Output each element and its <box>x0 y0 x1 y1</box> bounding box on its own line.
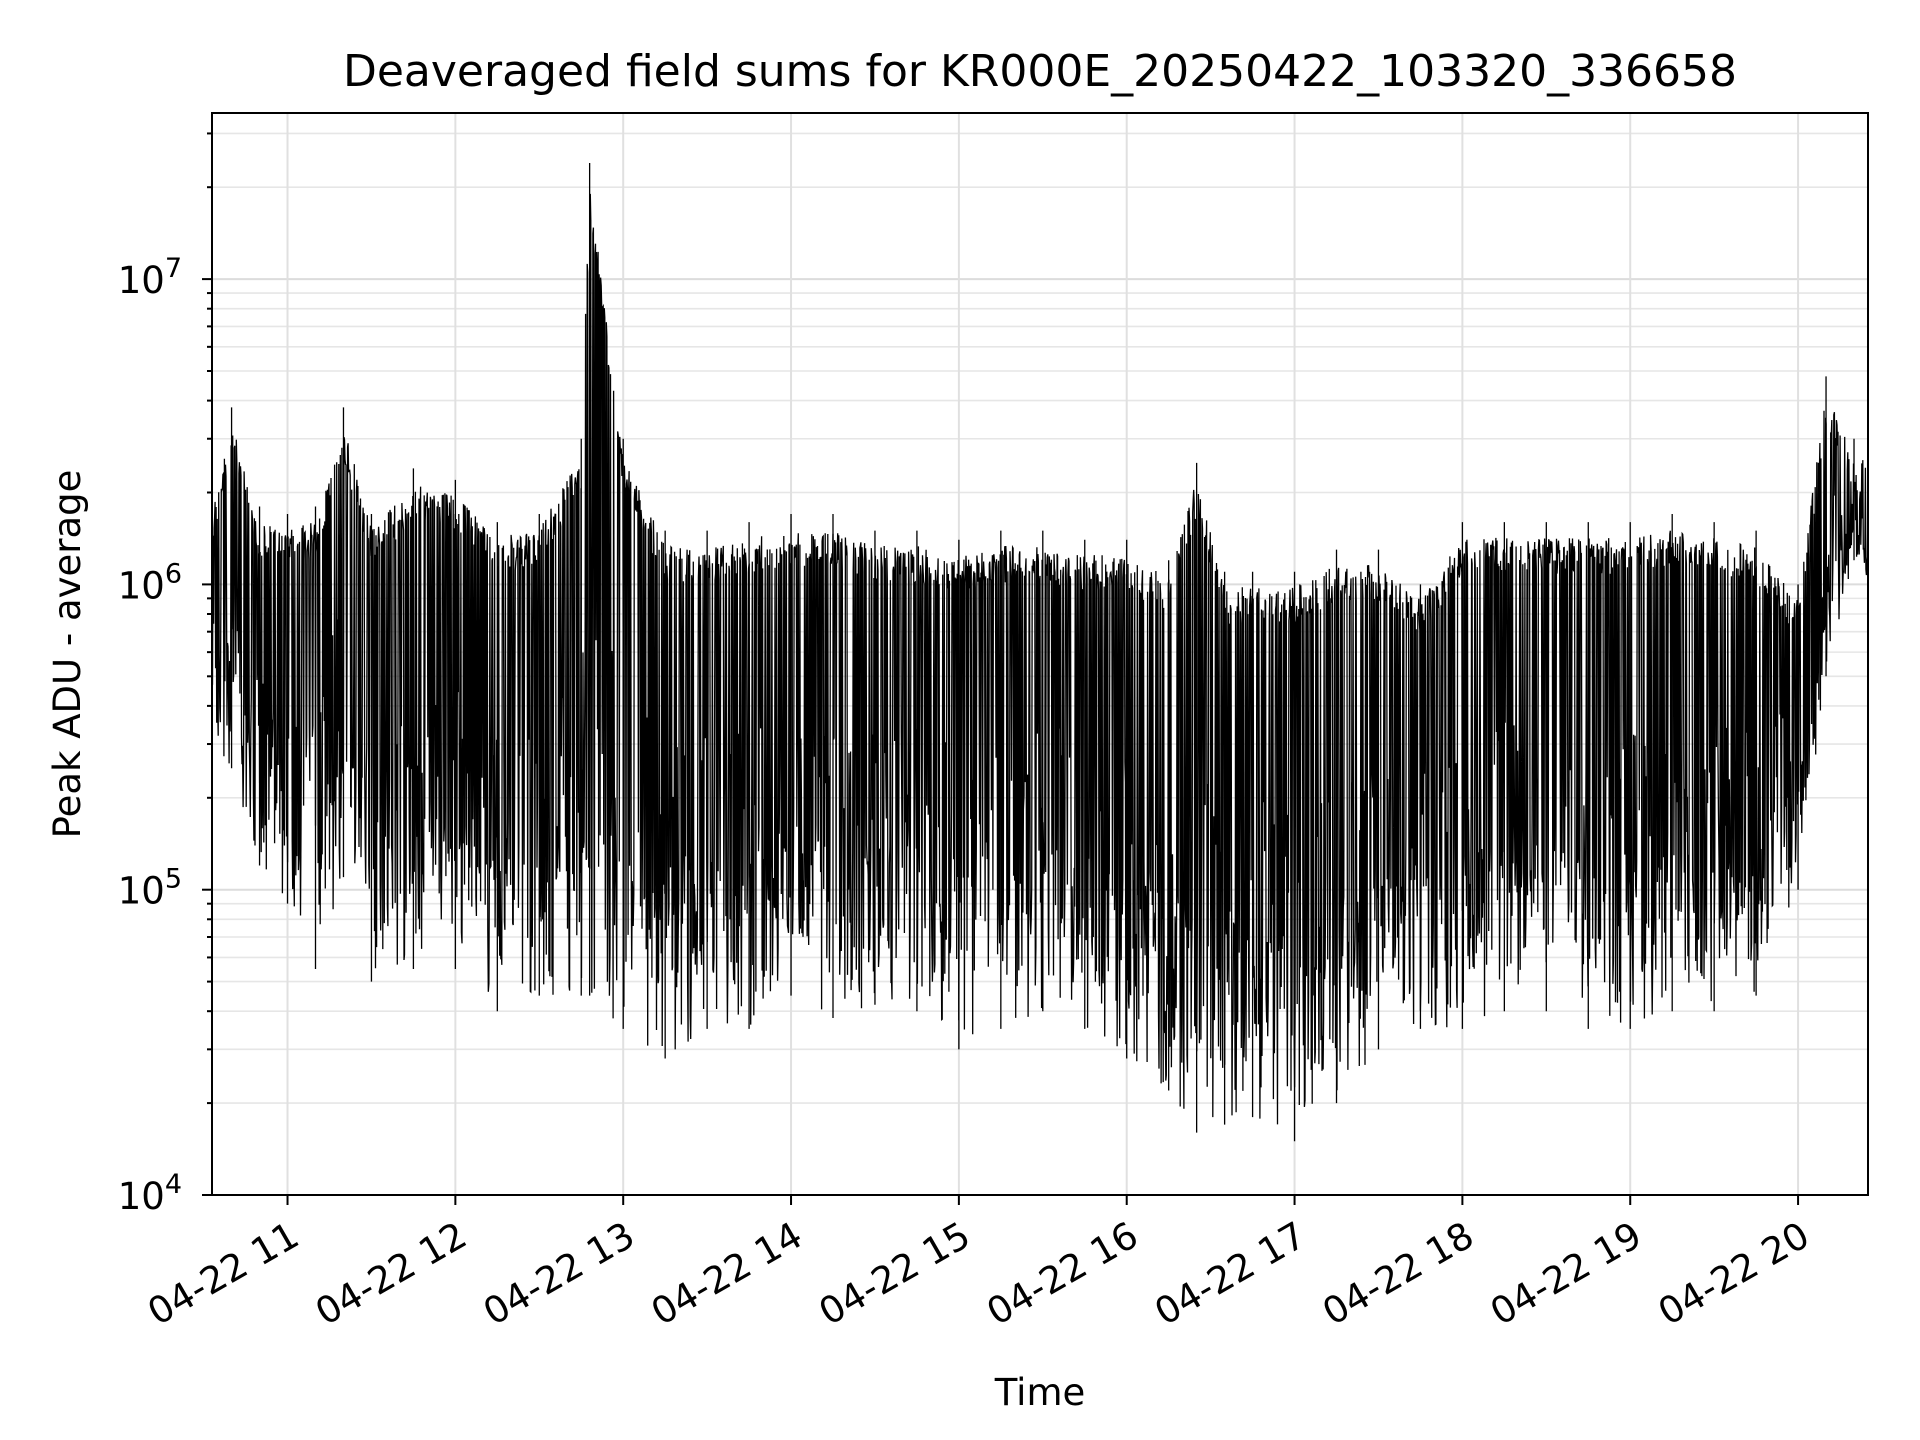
plot-frame <box>211 112 1869 1196</box>
y-axis-label: Peak ADU - average <box>46 470 89 839</box>
y-axis: 104 105 106 107 <box>118 132 212 1218</box>
y-tick-label: 105 <box>118 864 182 913</box>
plot-area <box>211 163 1869 1142</box>
y-tick-label: 106 <box>118 558 182 607</box>
x-axis-label: Time <box>994 1371 1086 1414</box>
y-tick-label: 107 <box>118 253 182 302</box>
y-tick-label: 104 <box>118 1169 182 1218</box>
series-line <box>211 193 1869 1125</box>
chart-title: Deaveraged field sums for KR000E_2025042… <box>343 46 1737 97</box>
